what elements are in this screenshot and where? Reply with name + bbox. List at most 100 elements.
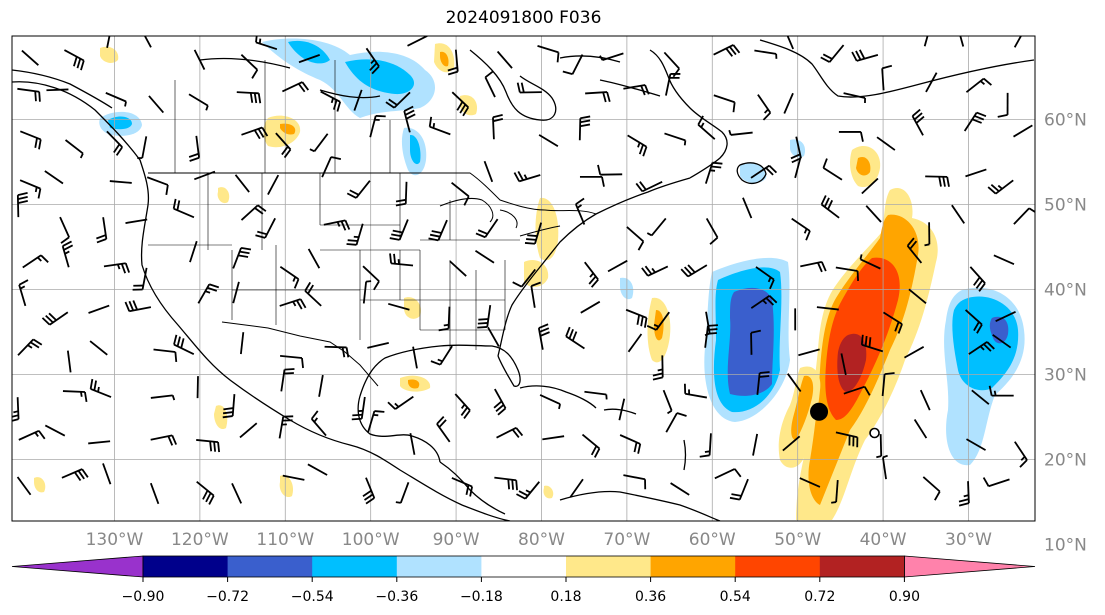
- wind-barb: [925, 72, 938, 93]
- colorbar-segment: [650, 556, 736, 577]
- wind-barb: [232, 247, 252, 269]
- wind-barb: [484, 70, 496, 98]
- wind-barb: [493, 388, 507, 416]
- wind-barb: [412, 346, 418, 369]
- wind-barb: [882, 454, 888, 480]
- wind-barb: [699, 433, 712, 458]
- wind-barb: [569, 478, 584, 498]
- wind-barb: [729, 478, 749, 501]
- labrador-coast: [649, 49, 728, 179]
- wind-barb: [196, 480, 215, 505]
- wind-barb: [714, 468, 742, 480]
- latitude-label: 40°N: [1044, 281, 1087, 301]
- wind-barb: [646, 217, 667, 237]
- longitude-label: 80°W: [518, 530, 565, 550]
- wind-barb: [542, 435, 565, 441]
- wind-barb: [477, 305, 492, 329]
- wind-barb: [697, 115, 716, 140]
- wind-barbs: [12, 36, 1035, 507]
- wind-barb: [428, 219, 448, 242]
- longitude-label: 40°W: [860, 530, 907, 550]
- wind-barb: [346, 223, 364, 246]
- colorbar: [11, 555, 1036, 578]
- longitude-label: 60°W: [689, 530, 736, 550]
- wind-barb: [705, 218, 719, 245]
- wind-barb: [835, 266, 859, 281]
- great-lakes: [439, 197, 561, 237]
- negative-anomaly-region: [345, 59, 415, 95]
- wind-barb: [428, 116, 451, 136]
- plot-frame: [11, 35, 1036, 522]
- wind-barb: [255, 217, 276, 239]
- wind-barb: [282, 474, 305, 481]
- wind-barb: [280, 368, 295, 392]
- wind-barb: [19, 130, 42, 150]
- wind-barb: [150, 434, 178, 446]
- wind-barb: [652, 355, 664, 381]
- wind-barb: [449, 260, 467, 277]
- wind-barb: [66, 350, 72, 373]
- wind-barb: [665, 73, 681, 96]
- wind-barb: [963, 111, 987, 132]
- positive-anomaly-region: [279, 475, 294, 498]
- hudson-bay: [469, 49, 557, 121]
- wind-barb: [965, 77, 992, 93]
- longitude-label: 90°W: [433, 530, 480, 550]
- wind-barb: [599, 52, 624, 61]
- wind-barb: [906, 237, 923, 264]
- wind-barb: [665, 412, 687, 433]
- tropical-low-marker-large: [810, 402, 829, 421]
- wind-barb: [752, 433, 759, 456]
- wind-barb: [323, 219, 351, 231]
- colorbar-segment: [735, 556, 821, 577]
- wind-barb: [618, 398, 626, 421]
- wind-barb: [995, 310, 1016, 322]
- wind-barb: [124, 300, 152, 313]
- wind-barb: [475, 218, 499, 239]
- wind-barb: [22, 254, 49, 269]
- wind-barb: [904, 346, 925, 359]
- longitude-label: 110°W: [256, 530, 314, 550]
- colorbar-ticks: −0.90 −0.72 −0.54 −0.36 −0.18 0.18 0.36 0.54 0.7…: [122, 577, 920, 605]
- wind-barb: [993, 254, 1015, 266]
- wind-barb: [188, 93, 209, 111]
- wind-barb: [881, 372, 895, 397]
- wind-barb: [19, 179, 42, 199]
- colorbar-segment: [312, 556, 398, 577]
- wind-barb: [791, 217, 811, 241]
- wind-barb: [240, 204, 267, 221]
- wind-barb: [516, 481, 540, 500]
- wind-barb: [492, 113, 504, 140]
- wind-barb: [88, 304, 110, 314]
- latitude-label: 50°N: [1044, 196, 1087, 216]
- province-line: [174, 60, 391, 173]
- wind-barb: [800, 261, 827, 273]
- wind-barb: [537, 45, 560, 63]
- wind-barb: [607, 259, 628, 273]
- wind-barb: [105, 92, 127, 107]
- wind-barb: [913, 418, 928, 439]
- wind-barb: [280, 354, 304, 369]
- wind-barb: [231, 482, 243, 504]
- colorbar-extend-high: [904, 555, 1036, 578]
- wind-barb: [16, 476, 32, 496]
- wind-barb: [483, 160, 494, 183]
- wind-barb: [196, 439, 221, 453]
- wind-barb: [584, 390, 608, 400]
- negative-anomaly-region: [288, 40, 330, 64]
- wind-barb: [968, 341, 995, 355]
- wind-barb: [387, 395, 414, 410]
- wind-barb: [969, 266, 986, 292]
- wind-barb: [820, 44, 845, 63]
- wind-barb: [447, 49, 459, 76]
- wind-barb: [307, 248, 321, 269]
- wind-barb: [61, 468, 89, 481]
- coastlines: [12, 39, 1035, 521]
- longitude-labels: 130°W 120°W 110°W 100°W 90°W 80°W 70°W 60°W 50°W…: [86, 530, 993, 550]
- wind-barb: [951, 204, 965, 224]
- wind-barb: [267, 174, 280, 195]
- wind-barb: [146, 176, 169, 195]
- wind-barb: [987, 179, 1014, 195]
- wind-barb: [750, 329, 761, 355]
- positive-anomaly-region: [408, 379, 420, 389]
